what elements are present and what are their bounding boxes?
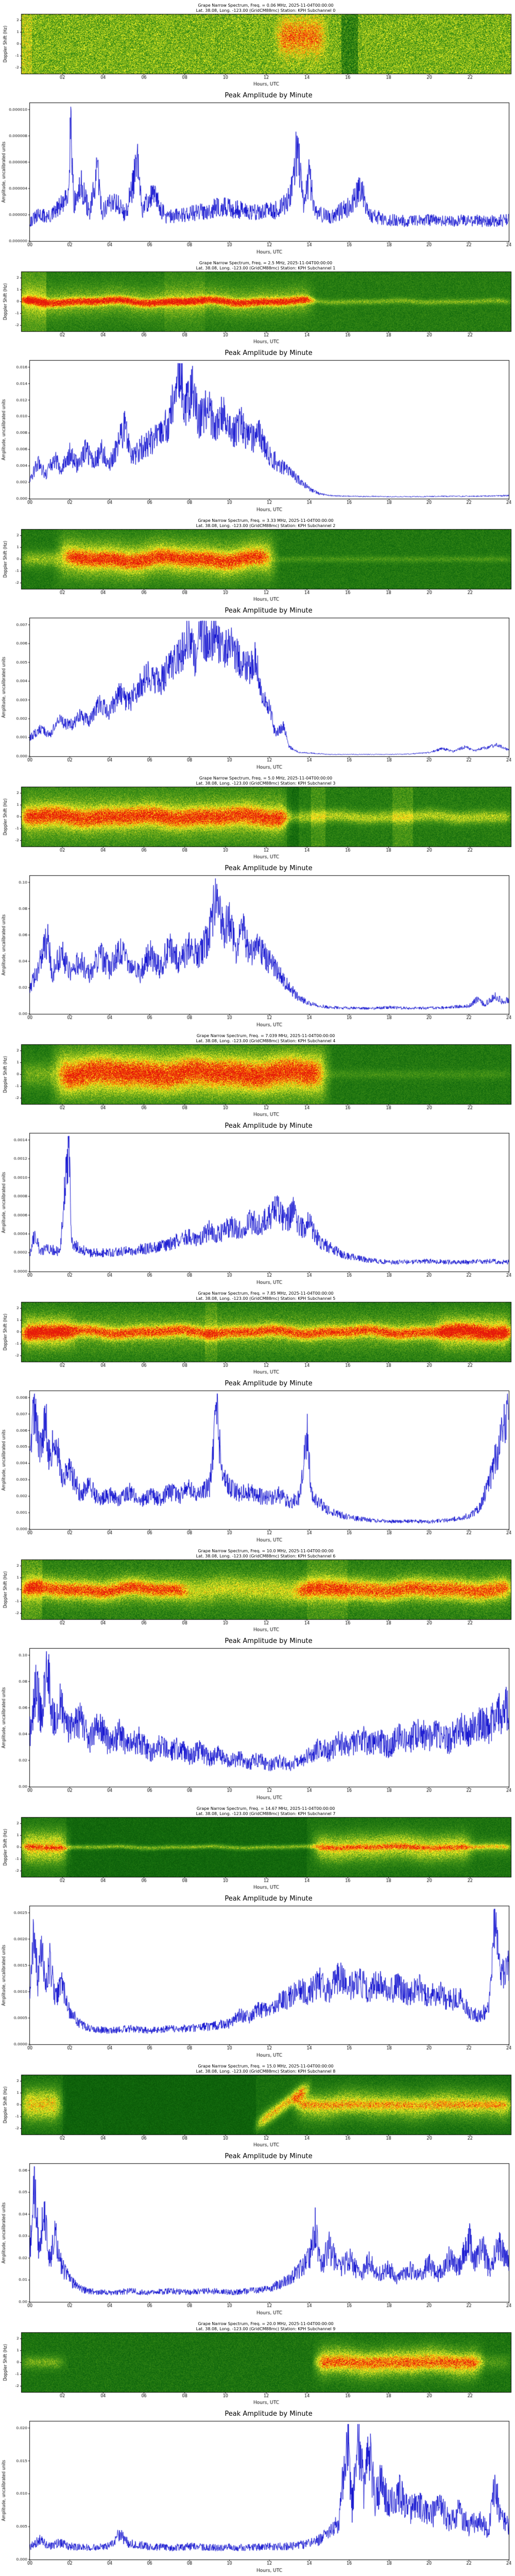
amplitude-title: Peak Amplitude by Minute: [225, 349, 313, 357]
amplitude-plot: [0, 1646, 515, 1803]
spectrogram-title: Grape Narrow Spectrum, Freq. = 14.67 MHz…: [196, 1806, 335, 1811]
spectrogram-title: Grape Narrow Spectrum, Freq. = 2.5 MHz, …: [199, 261, 333, 265]
subchannel-block: Grape Narrow Spectrum, Freq. = 10.0 MHz,…: [0, 1546, 515, 1803]
spectrogram-subtitle: Lat. 38.08, Long. -123.00 (GridCM88mc) S…: [196, 1039, 336, 1043]
spectrogram-title: Grape Narrow Spectrum, Freq. = 10.0 MHz,…: [198, 1549, 334, 1553]
amplitude-title: Peak Amplitude by Minute: [225, 2410, 313, 2418]
spectrogram-title: Grape Narrow Spectrum, Freq. = 20.0 MHz,…: [198, 2321, 334, 2326]
spectrogram-subtitle: Lat. 38.08, Long. -123.00 (GridCM88mc) S…: [196, 1296, 336, 1301]
subchannel-block: Grape Narrow Spectrum, Freq. = 15.0 MHz,…: [0, 2061, 515, 2318]
spectrogram-title: Grape Narrow Spectrum, Freq. = 3.33 MHz,…: [198, 518, 334, 523]
spectrogram-plot: [0, 786, 515, 863]
amplitude-plot: [0, 1130, 515, 1288]
spectrogram-plot: [0, 13, 515, 91]
subchannel-block: Grape Narrow Spectrum, Freq. = 20.0 MHz,…: [0, 2318, 515, 2576]
spectrogram-plot: [0, 1301, 515, 1379]
subchannel-block: Grape Narrow Spectrum, Freq. = 3.33 MHz,…: [0, 515, 515, 773]
subchannel-block: Grape Narrow Spectrum, Freq. = 0.06 MHz,…: [0, 0, 515, 258]
subchannel-block: Grape Narrow Spectrum, Freq. = 14.67 MHz…: [0, 1803, 515, 2061]
spectrogram-title: Grape Narrow Spectrum, Freq. = 0.06 MHz,…: [198, 3, 334, 8]
amplitude-plot: [0, 100, 515, 258]
amplitude-plot: [0, 1903, 515, 2061]
spectrogram-plot: [0, 1817, 515, 1894]
subchannel-block: Grape Narrow Spectrum, Freq. = 7.039 MHz…: [0, 1030, 515, 1288]
spectrogram-subtitle: Lat. 38.08, Long. -123.00 (GridCM88mc) S…: [196, 1554, 336, 1558]
amplitude-title: Peak Amplitude by Minute: [225, 1895, 313, 1903]
amplitude-plot: [0, 2161, 515, 2318]
spectrogram-title: Grape Narrow Spectrum, Freq. = 5.0 MHz, …: [199, 776, 333, 781]
amplitude-title: Peak Amplitude by Minute: [225, 607, 313, 615]
spectrogram-plot: [0, 2332, 515, 2409]
spectrogram-subtitle: Lat. 38.08, Long. -123.00 (GridCM88mc) S…: [196, 2327, 336, 2331]
amplitude-plot: [0, 615, 515, 773]
spectrogram-subtitle: Lat. 38.08, Long. -123.00 (GridCM88mc) S…: [196, 266, 336, 270]
subchannel-block: Grape Narrow Spectrum, Freq. = 7.85 MHz,…: [0, 1288, 515, 1546]
spectrogram-subtitle: Lat. 38.08, Long. -123.00 (GridCM88mc) S…: [196, 2069, 336, 2074]
amplitude-plot: [0, 2418, 515, 2576]
spectrogram-plot: [0, 1044, 515, 1121]
spectrogram-subtitle: Lat. 38.08, Long. -123.00 (GridCM88mc) S…: [196, 8, 336, 13]
amplitude-plot: [0, 1388, 515, 1546]
spectrogram-plot: [0, 2074, 515, 2151]
spectrogram-subtitle: Lat. 38.08, Long. -123.00 (GridCM88mc) S…: [196, 781, 336, 786]
spectrogram-subtitle: Lat. 38.08, Long. -123.00 (GridCM88mc) S…: [196, 1811, 336, 1816]
amplitude-title: Peak Amplitude by Minute: [225, 92, 313, 99]
spectrogram-plot: [0, 529, 515, 606]
spectrogram-plot: [0, 1559, 515, 1636]
amplitude-title: Peak Amplitude by Minute: [225, 1637, 313, 1645]
subchannel-block: Grape Narrow Spectrum, Freq. = 2.5 MHz, …: [0, 258, 515, 515]
amplitude-title: Peak Amplitude by Minute: [225, 1380, 313, 1387]
amplitude-title: Peak Amplitude by Minute: [225, 865, 313, 872]
amplitude-plot: [0, 358, 515, 515]
amplitude-plot: [0, 873, 515, 1030]
amplitude-title: Peak Amplitude by Minute: [225, 2153, 313, 2160]
spectrogram-subtitle: Lat. 38.08, Long. -123.00 (GridCM88mc) S…: [196, 523, 336, 528]
spectrogram-title: Grape Narrow Spectrum, Freq. = 7.039 MHz…: [196, 1033, 335, 1038]
spectrogram-title: Grape Narrow Spectrum, Freq. = 7.85 MHz,…: [198, 1291, 334, 1296]
subchannel-block: Grape Narrow Spectrum, Freq. = 5.0 MHz, …: [0, 773, 515, 1030]
spectrogram-plot: [0, 271, 515, 348]
amplitude-title: Peak Amplitude by Minute: [225, 1122, 313, 1130]
spectrogram-title: Grape Narrow Spectrum, Freq. = 15.0 MHz,…: [198, 2064, 334, 2069]
